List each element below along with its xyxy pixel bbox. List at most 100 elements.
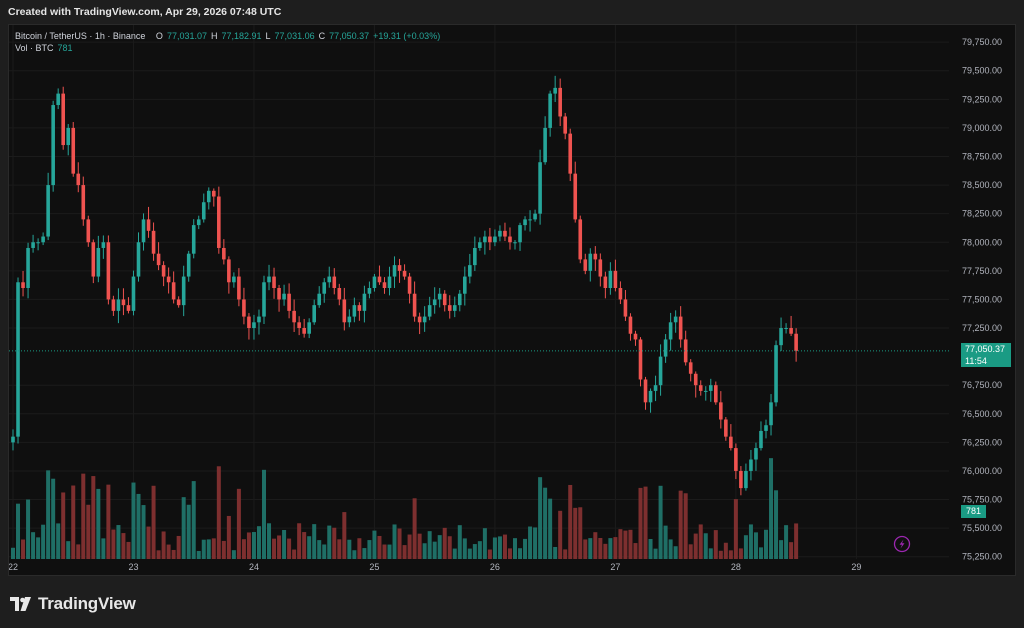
candle	[508, 227, 512, 250]
volume-bar	[548, 498, 553, 559]
candle	[126, 297, 131, 314]
candle	[769, 394, 773, 436]
candle	[352, 297, 357, 323]
volume-bar	[588, 538, 593, 559]
candle	[26, 242, 30, 299]
candle	[523, 216, 527, 231]
candle	[116, 288, 121, 324]
candle	[623, 290, 628, 321]
volume-bar	[196, 550, 201, 559]
candle	[678, 306, 683, 348]
candle	[362, 285, 367, 323]
close-value: 77,050.37	[329, 31, 370, 41]
volume-bar	[728, 550, 733, 559]
x-axis-labels: 22 23 24 25 26 27 28 29	[9, 562, 861, 572]
volume-bar	[206, 539, 211, 559]
candle	[402, 264, 407, 280]
candle	[36, 238, 40, 251]
volume-bar	[277, 535, 282, 559]
volume-bar	[111, 529, 116, 559]
volume-bar	[643, 486, 648, 559]
volume-badge: 781	[961, 505, 986, 518]
candle	[161, 261, 166, 287]
volume-bar	[156, 550, 161, 559]
candle	[71, 122, 76, 177]
volume-bar	[447, 536, 452, 559]
volume-bar	[718, 550, 723, 559]
candle	[46, 172, 50, 241]
candle	[739, 466, 743, 496]
candle	[31, 234, 35, 253]
candle	[663, 334, 668, 363]
volume-bar	[377, 535, 382, 559]
volume-bar	[357, 538, 362, 559]
volume-bar	[387, 544, 392, 559]
candle	[538, 149, 542, 225]
candle	[553, 75, 557, 103]
volume-bar	[106, 484, 111, 559]
candle	[618, 281, 623, 305]
candle	[417, 312, 422, 335]
y-tick-label: 77,500.00	[962, 294, 1002, 304]
open-label: O	[155, 31, 163, 41]
volume-bar	[477, 541, 482, 559]
volume-bar	[186, 504, 191, 559]
y-tick-label: 76,750.00	[962, 380, 1002, 390]
volume-label[interactable]: Vol · BTC	[15, 43, 54, 53]
volume-bar	[417, 533, 422, 559]
candle	[252, 314, 256, 340]
y-tick-label: 76,000.00	[962, 466, 1002, 476]
volume-bar	[502, 534, 507, 559]
bar-countdown: 11:54	[965, 356, 987, 366]
volume-bar	[292, 549, 297, 559]
candle	[287, 283, 291, 319]
y-tick-label: 78,500.00	[962, 180, 1002, 190]
candle	[201, 193, 206, 223]
candle	[106, 235, 111, 305]
volume-bar	[11, 547, 15, 559]
volume-bar	[432, 541, 437, 559]
candlestick-chart[interactable]: 79,750.00 79,500.00 79,250.00 79,000.00 78,7…	[9, 25, 1016, 576]
volume-bar	[327, 525, 332, 559]
lightning-icon[interactable]	[893, 535, 911, 553]
candle	[698, 380, 703, 396]
volume-bar	[553, 546, 558, 559]
candle	[196, 215, 201, 230]
candle	[372, 273, 377, 292]
volume-bar	[779, 540, 784, 559]
volume-bar	[713, 530, 718, 559]
chart-panel[interactable]: 79,750.00 79,500.00 79,250.00 79,000.00 78,7…	[8, 24, 1016, 576]
candle	[447, 295, 452, 319]
volume-bar	[91, 476, 96, 559]
volume-bar	[633, 543, 638, 559]
volume-bar	[673, 546, 678, 559]
candle	[498, 225, 502, 242]
volume-bar	[221, 540, 226, 559]
candle	[131, 270, 136, 316]
symbol-label[interactable]: Bitcoin / TetherUS · 1h · Binance	[15, 31, 146, 41]
candle	[633, 330, 638, 346]
volume-bar	[613, 537, 618, 559]
candle	[267, 264, 271, 291]
candle	[41, 232, 45, 246]
candle	[573, 161, 578, 223]
candle	[96, 235, 101, 283]
candle	[232, 272, 236, 288]
volume-value: 781	[57, 43, 73, 53]
candle	[422, 306, 427, 332]
volume-bar	[658, 485, 663, 559]
volume-bar	[176, 535, 181, 559]
volume-bar	[693, 533, 698, 559]
y-tick-label: 75,500.00	[962, 523, 1002, 533]
volume-bar	[538, 477, 543, 559]
candle	[583, 253, 588, 275]
candle	[191, 219, 196, 259]
volume-bar	[337, 539, 342, 559]
candle	[412, 281, 417, 322]
volume-bar	[262, 469, 266, 559]
y-tick-label: 75,750.00	[962, 495, 1002, 505]
candle	[668, 312, 673, 351]
volume-bar	[583, 539, 588, 559]
y-tick-label: 77,250.00	[962, 323, 1002, 333]
tradingview-logo[interactable]: TradingView	[10, 594, 136, 614]
